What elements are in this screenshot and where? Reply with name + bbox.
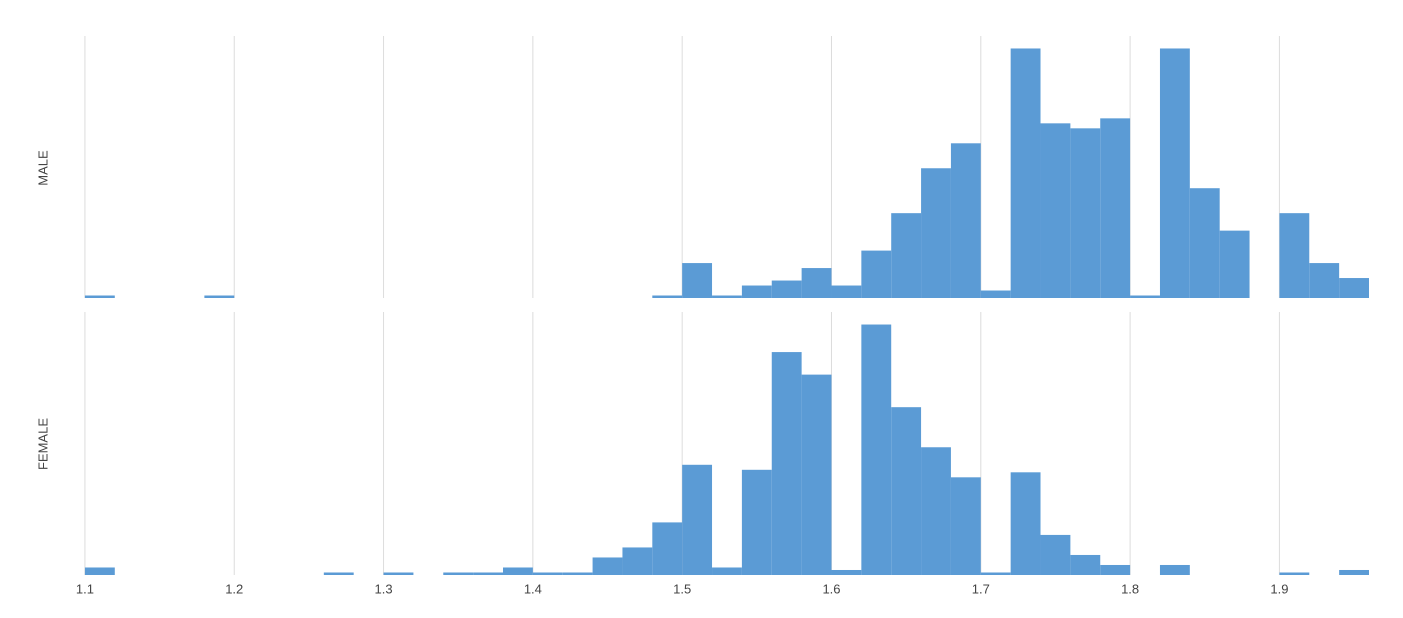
- bar: [771, 352, 802, 575]
- bar: [801, 374, 832, 575]
- bar: [622, 547, 653, 575]
- bar: [473, 572, 503, 575]
- bar: [652, 522, 683, 575]
- x-tick-label: 1.5: [673, 581, 691, 596]
- bar: [980, 290, 1011, 298]
- bar: [1040, 534, 1071, 575]
- x-tick-label: 1.8: [1121, 581, 1139, 596]
- bar: [712, 295, 742, 298]
- bar: [741, 285, 772, 298]
- bar: [1040, 123, 1071, 298]
- bar: [323, 572, 354, 575]
- bar: [1339, 569, 1369, 575]
- bar: [682, 464, 713, 575]
- bar: [861, 324, 892, 575]
- x-tick-label: 1.4: [524, 581, 542, 596]
- bar: [1159, 48, 1190, 298]
- bar: [891, 407, 922, 575]
- bar: [562, 572, 593, 575]
- bar: [831, 569, 862, 575]
- x-tick-label: 1.6: [822, 581, 840, 596]
- bar: [1219, 230, 1250, 298]
- bar: [921, 447, 951, 575]
- bar: [1070, 554, 1101, 575]
- x-tick-label: 1.3: [375, 581, 393, 596]
- bar: [1070, 128, 1101, 298]
- bar: [741, 469, 772, 575]
- bar: [1100, 564, 1131, 575]
- bar: [950, 143, 981, 298]
- bar: [921, 168, 951, 298]
- bar: [84, 295, 115, 298]
- bar: [1279, 213, 1310, 298]
- x-tick-label: 1.1: [76, 581, 94, 596]
- bar: [861, 250, 892, 298]
- bar: [383, 572, 414, 575]
- y-axis-label: MALE: [35, 150, 50, 186]
- bar: [1010, 472, 1041, 575]
- bar: [1279, 572, 1310, 575]
- bar: [1010, 48, 1041, 298]
- bar: [891, 213, 922, 298]
- x-tick-label: 1.2: [225, 581, 243, 596]
- bar: [1100, 118, 1131, 298]
- y-axis-label: FEMALE: [35, 418, 50, 470]
- bar: [801, 268, 832, 298]
- bar: [950, 477, 981, 575]
- bar: [1309, 263, 1340, 298]
- bar: [831, 285, 862, 298]
- bar: [443, 572, 474, 575]
- bar: [682, 263, 713, 298]
- bar: [532, 572, 563, 575]
- bar: [1130, 295, 1160, 298]
- bar: [771, 280, 802, 298]
- bar: [84, 567, 115, 575]
- x-tick-label: 1.7: [972, 581, 990, 596]
- bar: [503, 567, 533, 575]
- bar: [652, 295, 683, 298]
- bar: [204, 295, 235, 298]
- bar: [712, 567, 742, 575]
- bar: [1339, 278, 1369, 298]
- bar: [592, 557, 623, 575]
- bar: [1159, 564, 1190, 575]
- bar: [1189, 188, 1220, 298]
- x-tick-label: 1.9: [1270, 581, 1288, 596]
- bar: [980, 572, 1011, 575]
